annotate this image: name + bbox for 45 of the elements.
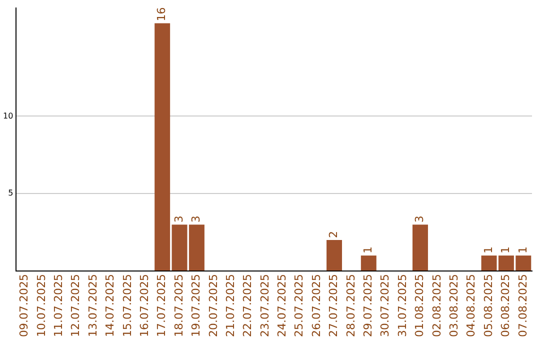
x-tick-label: 03.08.2025 bbox=[447, 274, 460, 338]
data-label: 16 bbox=[155, 7, 168, 22]
x-tick-label: 15.07.2025 bbox=[120, 274, 134, 338]
x-tick-label: 21.07.2025 bbox=[224, 274, 237, 338]
x-tick-label: 31.07.2025 bbox=[396, 274, 409, 338]
x-tick-label: 25.07.2025 bbox=[292, 274, 306, 338]
x-tick-label: 06.08.2025 bbox=[499, 274, 512, 338]
data-label: 1 bbox=[499, 246, 512, 254]
x-tick-label: 04.08.2025 bbox=[464, 274, 478, 338]
bar bbox=[154, 23, 170, 271]
x-tick-label: 14.07.2025 bbox=[104, 274, 117, 338]
bar bbox=[326, 240, 342, 271]
bar bbox=[360, 256, 376, 271]
x-tick-label: 13.07.2025 bbox=[86, 274, 100, 338]
x-tick-label: 20.07.2025 bbox=[206, 274, 220, 338]
x-tick-label: 05.08.2025 bbox=[482, 274, 495, 338]
x-tick-label: 07.08.2025 bbox=[516, 274, 530, 338]
x-tick-label: 16.07.2025 bbox=[138, 274, 151, 338]
data-label: 3 bbox=[190, 216, 203, 223]
data-label: 1 bbox=[482, 246, 495, 254]
data-label: 2 bbox=[327, 231, 340, 238]
x-tick-label: 10.07.2025 bbox=[34, 274, 48, 338]
data-label: 1 bbox=[362, 246, 375, 254]
x-tick-label: 22.07.2025 bbox=[241, 274, 254, 338]
x-tick-label: 18.07.2025 bbox=[172, 274, 186, 338]
x-tick-label: 19.07.2025 bbox=[190, 274, 203, 338]
data-label: 3 bbox=[413, 216, 426, 223]
x-tick-label: 26.07.2025 bbox=[310, 274, 323, 338]
x-tick-label: 28.07.2025 bbox=[344, 274, 358, 338]
x-tick-label: 30.07.2025 bbox=[378, 274, 392, 338]
x-tick-label: 24.07.2025 bbox=[276, 274, 289, 338]
x-tick-label: 01.08.2025 bbox=[413, 274, 426, 338]
x-tick-label: 09.07.2025 bbox=[18, 274, 31, 338]
x-tick-label: 12.07.2025 bbox=[69, 274, 82, 338]
x-tick-label: 29.07.2025 bbox=[362, 274, 375, 338]
bar bbox=[412, 224, 428, 271]
x-tick-label: 17.07.2025 bbox=[155, 274, 168, 338]
y-tick-label: 10 bbox=[2, 111, 14, 120]
x-tick-label: 27.07.2025 bbox=[327, 274, 340, 338]
x-tick-label: 23.07.2025 bbox=[258, 274, 272, 338]
data-label: 1 bbox=[516, 246, 530, 254]
x-tick-label: 11.07.2025 bbox=[52, 274, 66, 338]
y-tick-label: 5 bbox=[8, 188, 14, 198]
x-tick-label: 02.08.2025 bbox=[430, 274, 444, 338]
data-label: 3 bbox=[172, 216, 186, 223]
